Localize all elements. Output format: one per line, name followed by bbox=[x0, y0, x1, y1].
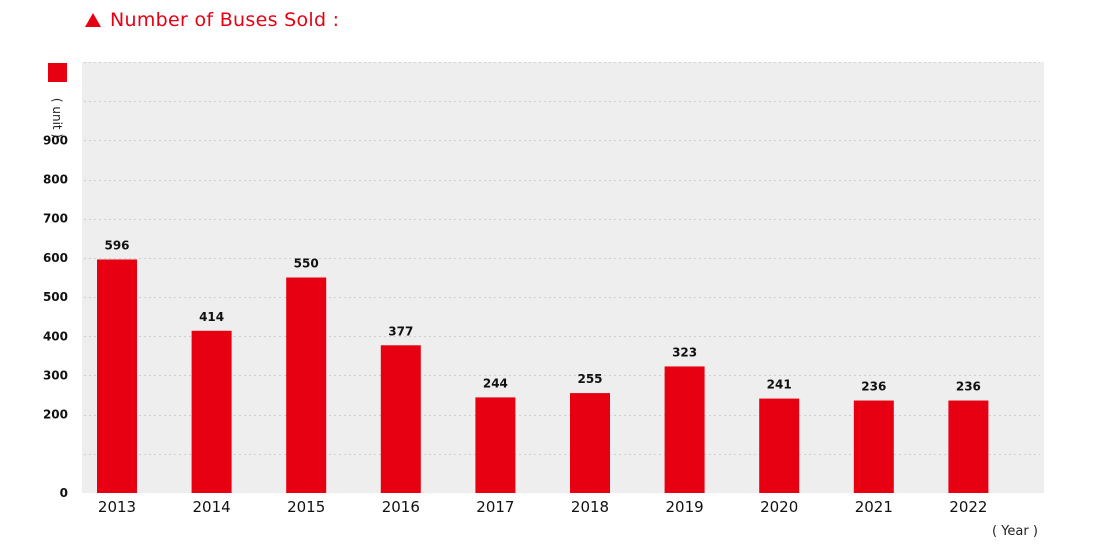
legend-swatch bbox=[48, 63, 67, 82]
data-label-2018: 255 bbox=[577, 372, 602, 386]
bar-2017 bbox=[475, 397, 516, 493]
bar-2019 bbox=[664, 366, 705, 493]
x-tick-label-2015: 2015 bbox=[287, 498, 325, 516]
bar-2018 bbox=[570, 393, 610, 493]
x-tick-label-2020: 2020 bbox=[760, 498, 798, 516]
x-tick-label-2016: 2016 bbox=[382, 498, 420, 516]
x-axis-ticks: 2013 2014 2015 2016 2017 2018 2019 2020 2021 2022 bbox=[98, 498, 988, 516]
y-tick-label: 200 bbox=[43, 408, 68, 422]
data-label-2019: 323 bbox=[672, 345, 697, 359]
y-tick-label: 900 bbox=[43, 133, 68, 147]
data-label-2015: 550 bbox=[294, 257, 319, 271]
bar-2021 bbox=[853, 400, 894, 493]
x-tick-label-2014: 2014 bbox=[193, 498, 231, 516]
data-label-2017: 244 bbox=[483, 376, 508, 390]
chart-title: Number of Buses Sold : bbox=[84, 6, 339, 34]
x-tick-label-2021: 2021 bbox=[855, 498, 893, 516]
y-tick-label: 700 bbox=[43, 212, 68, 226]
data-labels: 596 414 550 377 244 255 323 241 236 236 bbox=[104, 238, 980, 393]
chart-title-text: Number of Buses Sold : bbox=[110, 9, 340, 31]
bar-2015 bbox=[286, 277, 327, 493]
x-tick-label-2022: 2022 bbox=[949, 498, 987, 516]
data-label-2021: 236 bbox=[861, 380, 886, 394]
data-label-2020: 241 bbox=[767, 378, 792, 392]
x-tick-label-2013: 2013 bbox=[98, 498, 136, 516]
y-tick-label: 300 bbox=[43, 368, 68, 382]
bars bbox=[97, 259, 989, 493]
bar-2020 bbox=[759, 398, 800, 493]
bar-2014 bbox=[191, 330, 232, 493]
x-tick-label-2019: 2019 bbox=[666, 498, 704, 516]
x-tick-label-2017: 2017 bbox=[476, 498, 514, 516]
bar-2016 bbox=[380, 345, 421, 493]
data-label-2013: 596 bbox=[104, 238, 129, 252]
data-label-2022: 236 bbox=[956, 380, 981, 394]
y-axis-ticks: 0 200 300 400 500 600 700 800 900 bbox=[43, 133, 68, 500]
y-tick-label: 600 bbox=[43, 251, 68, 265]
data-label-2016: 377 bbox=[388, 324, 413, 338]
y-tick-label: 0 bbox=[60, 486, 68, 500]
bar-2022 bbox=[948, 400, 989, 493]
data-label-2014: 414 bbox=[199, 310, 224, 324]
y-tick-label: 800 bbox=[43, 173, 68, 187]
y-tick-label: 400 bbox=[43, 329, 68, 343]
y-tick-label: 500 bbox=[43, 290, 68, 304]
bar-2013 bbox=[97, 259, 137, 493]
x-axis-year-label: ( Year ) bbox=[992, 524, 1038, 539]
triangle-up-icon bbox=[85, 13, 101, 27]
x-tick-label-2018: 2018 bbox=[571, 498, 609, 516]
